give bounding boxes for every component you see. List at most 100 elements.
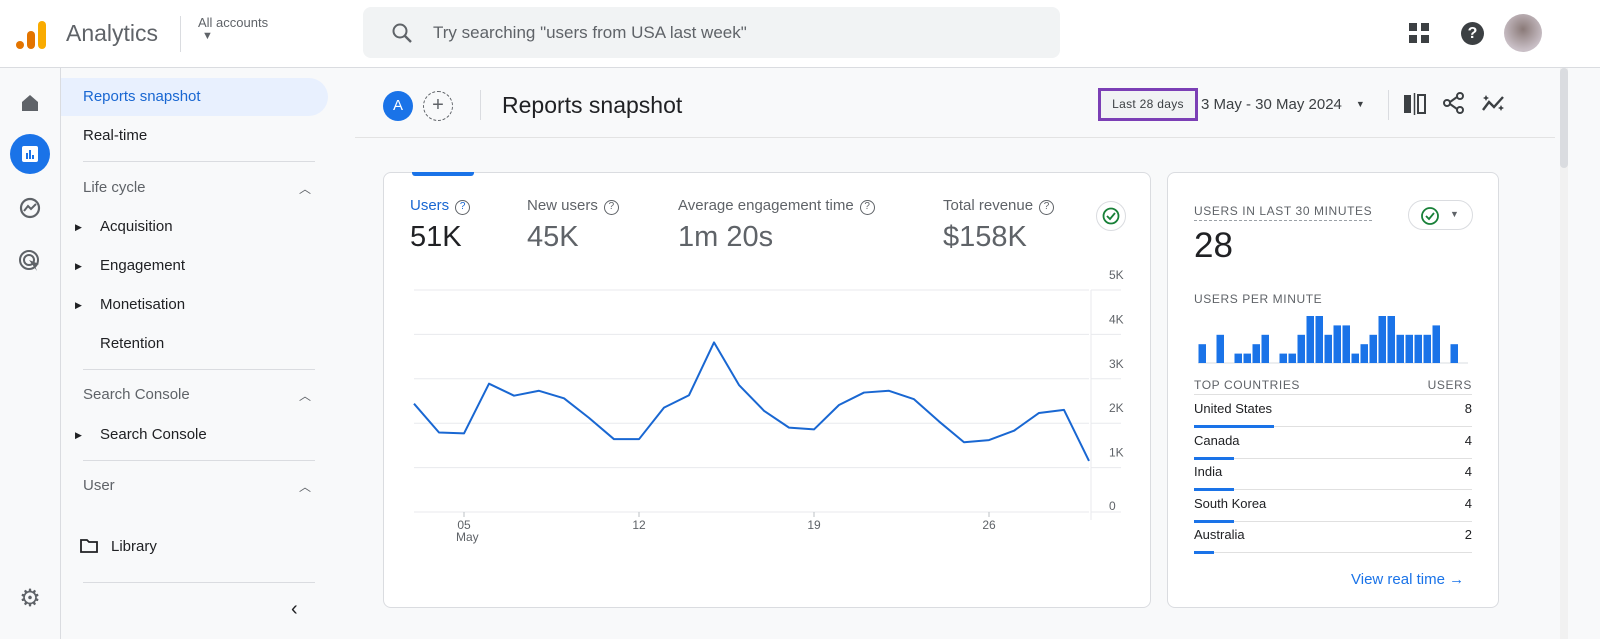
- per-minute-bar: [1261, 334, 1269, 363]
- analytics-logo: [16, 21, 46, 49]
- sidebar-nav: Reports snapshot Real-time Life cycle ︿ …: [61, 68, 341, 639]
- account-selector[interactable]: All accounts ▼: [198, 15, 268, 42]
- account-label: All accounts: [198, 15, 269, 30]
- caret-right-icon: ▶: [75, 430, 82, 440]
- divider: [83, 161, 315, 162]
- chevron-down-icon: ▼: [1450, 209, 1459, 219]
- country-row[interactable]: Australia 2: [1194, 521, 1472, 554]
- country-share-bar: [1194, 488, 1234, 491]
- per-minute-bar: [1369, 334, 1377, 363]
- realtime-title[interactable]: USERS IN LAST 30 MINUTES: [1194, 204, 1373, 221]
- country-row[interactable]: India 4: [1194, 458, 1472, 491]
- divider: [355, 137, 1555, 138]
- y-tick-label: 3K: [1109, 357, 1124, 371]
- country-name: South Korea: [1194, 495, 1267, 511]
- active-tab-indicator: [412, 172, 474, 176]
- country-row[interactable]: United States 8: [1194, 395, 1472, 428]
- metric-tab-total-revenue[interactable]: Total revenue? $158K: [943, 197, 1055, 254]
- per-minute-bar: [1414, 334, 1422, 363]
- sidebar-item-retention[interactable]: Retention: [100, 335, 165, 352]
- search-input[interactable]: Try searching "users from USA last week": [363, 7, 1060, 58]
- chevron-up-icon[interactable]: ︿: [299, 389, 312, 403]
- realtime-value: 28: [1194, 226, 1233, 265]
- per-minute-bar: [1378, 316, 1386, 363]
- sidebar-item-monetisation[interactable]: Monetisation: [100, 296, 186, 313]
- chevron-up-icon[interactable]: ︿: [299, 182, 312, 196]
- share-icon[interactable]: [1443, 92, 1465, 114]
- caret-right-icon: ▶: [75, 300, 82, 310]
- metric-label: Total revenue: [943, 197, 1034, 214]
- apps-grid-icon[interactable]: [1409, 23, 1431, 45]
- top-bar: Analytics All accounts ▼ Try searching "…: [0, 0, 1600, 68]
- data-quality-check-icon[interactable]: [1096, 201, 1126, 231]
- per-minute-bar: [1423, 334, 1431, 363]
- help-circle-icon[interactable]: ?: [859, 200, 875, 215]
- x-tick-label: 12: [632, 518, 646, 532]
- view-realtime-link[interactable]: View real time →: [1351, 571, 1464, 588]
- per-minute-bar: [1288, 353, 1296, 363]
- divider: [480, 90, 481, 120]
- country-share-bar: [1194, 519, 1234, 523]
- realtime-card: USERS IN LAST 30 MINUTES ▼ 28 USERS PER …: [1167, 172, 1499, 608]
- metric-tab-new-users[interactable]: New users? 45K: [527, 197, 619, 254]
- per-minute-bar: [1252, 344, 1260, 363]
- explore-icon[interactable]: [10, 188, 50, 228]
- per-minute-bar: [1198, 344, 1206, 363]
- chevron-up-icon[interactable]: ︿: [299, 480, 312, 494]
- settings-gear-icon[interactable]: ⚙: [19, 584, 41, 612]
- search-icon: [392, 23, 412, 43]
- country-users: 2: [1464, 527, 1472, 542]
- date-range-text: 3 May - 30 May 2024: [1201, 96, 1342, 113]
- metric-value: 1m 20s: [678, 221, 774, 253]
- help-icon[interactable]: ?: [1461, 22, 1484, 45]
- help-circle-icon[interactable]: ?: [455, 200, 471, 215]
- country-name: India: [1194, 464, 1223, 479]
- home-icon[interactable]: [10, 83, 50, 123]
- help-circle-icon[interactable]: ?: [1039, 200, 1055, 215]
- divider: [180, 16, 181, 52]
- reports-icon[interactable]: [10, 134, 50, 174]
- left-rail: ⚙: [0, 68, 61, 639]
- country-name: United States: [1194, 401, 1273, 416]
- property-avatar[interactable]: A: [383, 91, 413, 121]
- date-preset-badge[interactable]: Last 28 days: [1098, 88, 1198, 121]
- advertising-icon[interactable]: [10, 241, 50, 281]
- country-row[interactable]: Canada 4: [1194, 427, 1472, 460]
- divider: [83, 460, 315, 461]
- avatar[interactable]: [1504, 14, 1542, 52]
- section-lifecycle[interactable]: Life cycle: [83, 179, 146, 196]
- x-tick-label: 19: [807, 518, 821, 532]
- section-search-console[interactable]: Search Console: [83, 386, 190, 403]
- per-minute-bar: [1405, 334, 1413, 363]
- date-range-selector[interactable]: 3 May - 30 May 2024 ▼: [1201, 96, 1365, 113]
- help-circle-icon[interactable]: ?: [603, 200, 619, 215]
- add-comparison-icon[interactable]: +: [423, 91, 453, 121]
- x-tick-label: 05: [457, 518, 471, 532]
- compare-icon[interactable]: [1403, 93, 1427, 115]
- sidebar-item-acquisition[interactable]: Acquisition: [100, 218, 173, 235]
- divider: [83, 369, 315, 370]
- section-user[interactable]: User: [83, 477, 115, 494]
- sidebar-item-realtime[interactable]: Real-time: [83, 127, 148, 144]
- country-users: 4: [1464, 432, 1472, 448]
- per-minute-bar: [1279, 353, 1287, 363]
- metric-label: Users: [410, 197, 450, 214]
- insights-icon[interactable]: [1481, 92, 1507, 114]
- collapse-chevron-left-icon[interactable]: ‹: [291, 598, 298, 620]
- sidebar-item-search-console[interactable]: Search Console: [100, 426, 207, 443]
- realtime-status-dropdown[interactable]: ▼: [1408, 200, 1473, 230]
- country-row[interactable]: South Korea 4: [1194, 490, 1472, 523]
- sidebar-item-engagement[interactable]: Engagement: [100, 257, 186, 274]
- metric-tab-engagement-time[interactable]: Average engagement time? 1m 20s: [678, 197, 875, 254]
- scrollbar[interactable]: [1560, 68, 1568, 639]
- metric-tab-users[interactable]: Users? 51K: [410, 197, 471, 254]
- sidebar-item-reports-snapshot[interactable]: Reports snapshot: [61, 78, 328, 116]
- country-share-bar: [1194, 551, 1214, 554]
- sidebar-item-library[interactable]: Library: [111, 538, 157, 555]
- search-placeholder: Try searching "users from USA last week": [433, 23, 747, 42]
- per-minute-bar: [1306, 316, 1314, 363]
- per-minute-bar: [1297, 334, 1305, 363]
- users-series-line: [413, 341, 1090, 462]
- per-minute-label: USERS PER MINUTE: [1194, 292, 1323, 306]
